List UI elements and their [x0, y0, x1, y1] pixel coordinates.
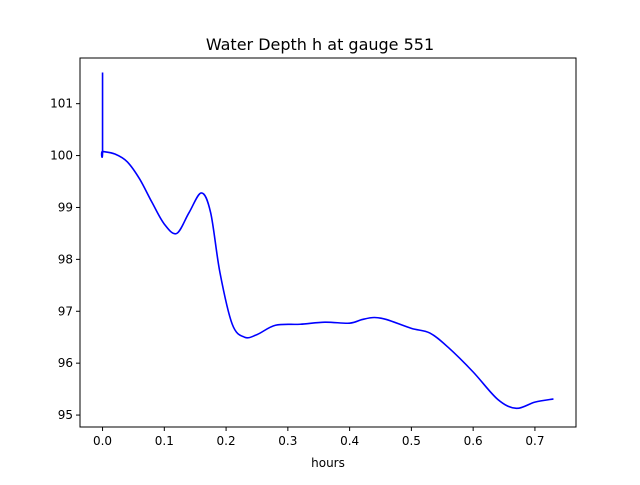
x-tick-label: 0.3: [278, 434, 297, 448]
x-tick-label: 0.2: [217, 434, 236, 448]
y-tick-label: 100: [50, 149, 73, 163]
x-axis: 0.0 0.1 0.2 0.3 0.4 0.5 0.6 0.7: [93, 427, 544, 448]
x-tick-label: 0.7: [525, 434, 544, 448]
y-axis: 95 96 97 98 99 100 101: [50, 97, 80, 422]
series-layer: [100, 72, 554, 410]
y-tick-label: 97: [58, 304, 73, 318]
y-tick-label: 96: [58, 356, 73, 370]
x-axis-label: hours: [311, 456, 345, 470]
x-tick-label: 0.5: [402, 434, 421, 448]
y-tick-label: 101: [50, 97, 73, 111]
y-tick-label: 98: [58, 252, 73, 266]
chart-title: Water Depth h at gauge 551: [206, 35, 434, 54]
axes-frame: [79, 57, 577, 428]
x-tick-label: 0.6: [464, 434, 483, 448]
x-tick-label: 0.4: [340, 434, 359, 448]
y-tick-label: 99: [58, 200, 73, 214]
series-line: [100, 72, 554, 410]
x-tick-label: 0.0: [93, 434, 112, 448]
x-tick-label: 0.1: [155, 434, 174, 448]
plot-area: 0.0 0.1 0.2 0.3 0.4 0.5 0.6 0.7 95 96 97 98 99 100 10…: [50, 57, 577, 448]
y-tick-label: 95: [58, 408, 73, 422]
